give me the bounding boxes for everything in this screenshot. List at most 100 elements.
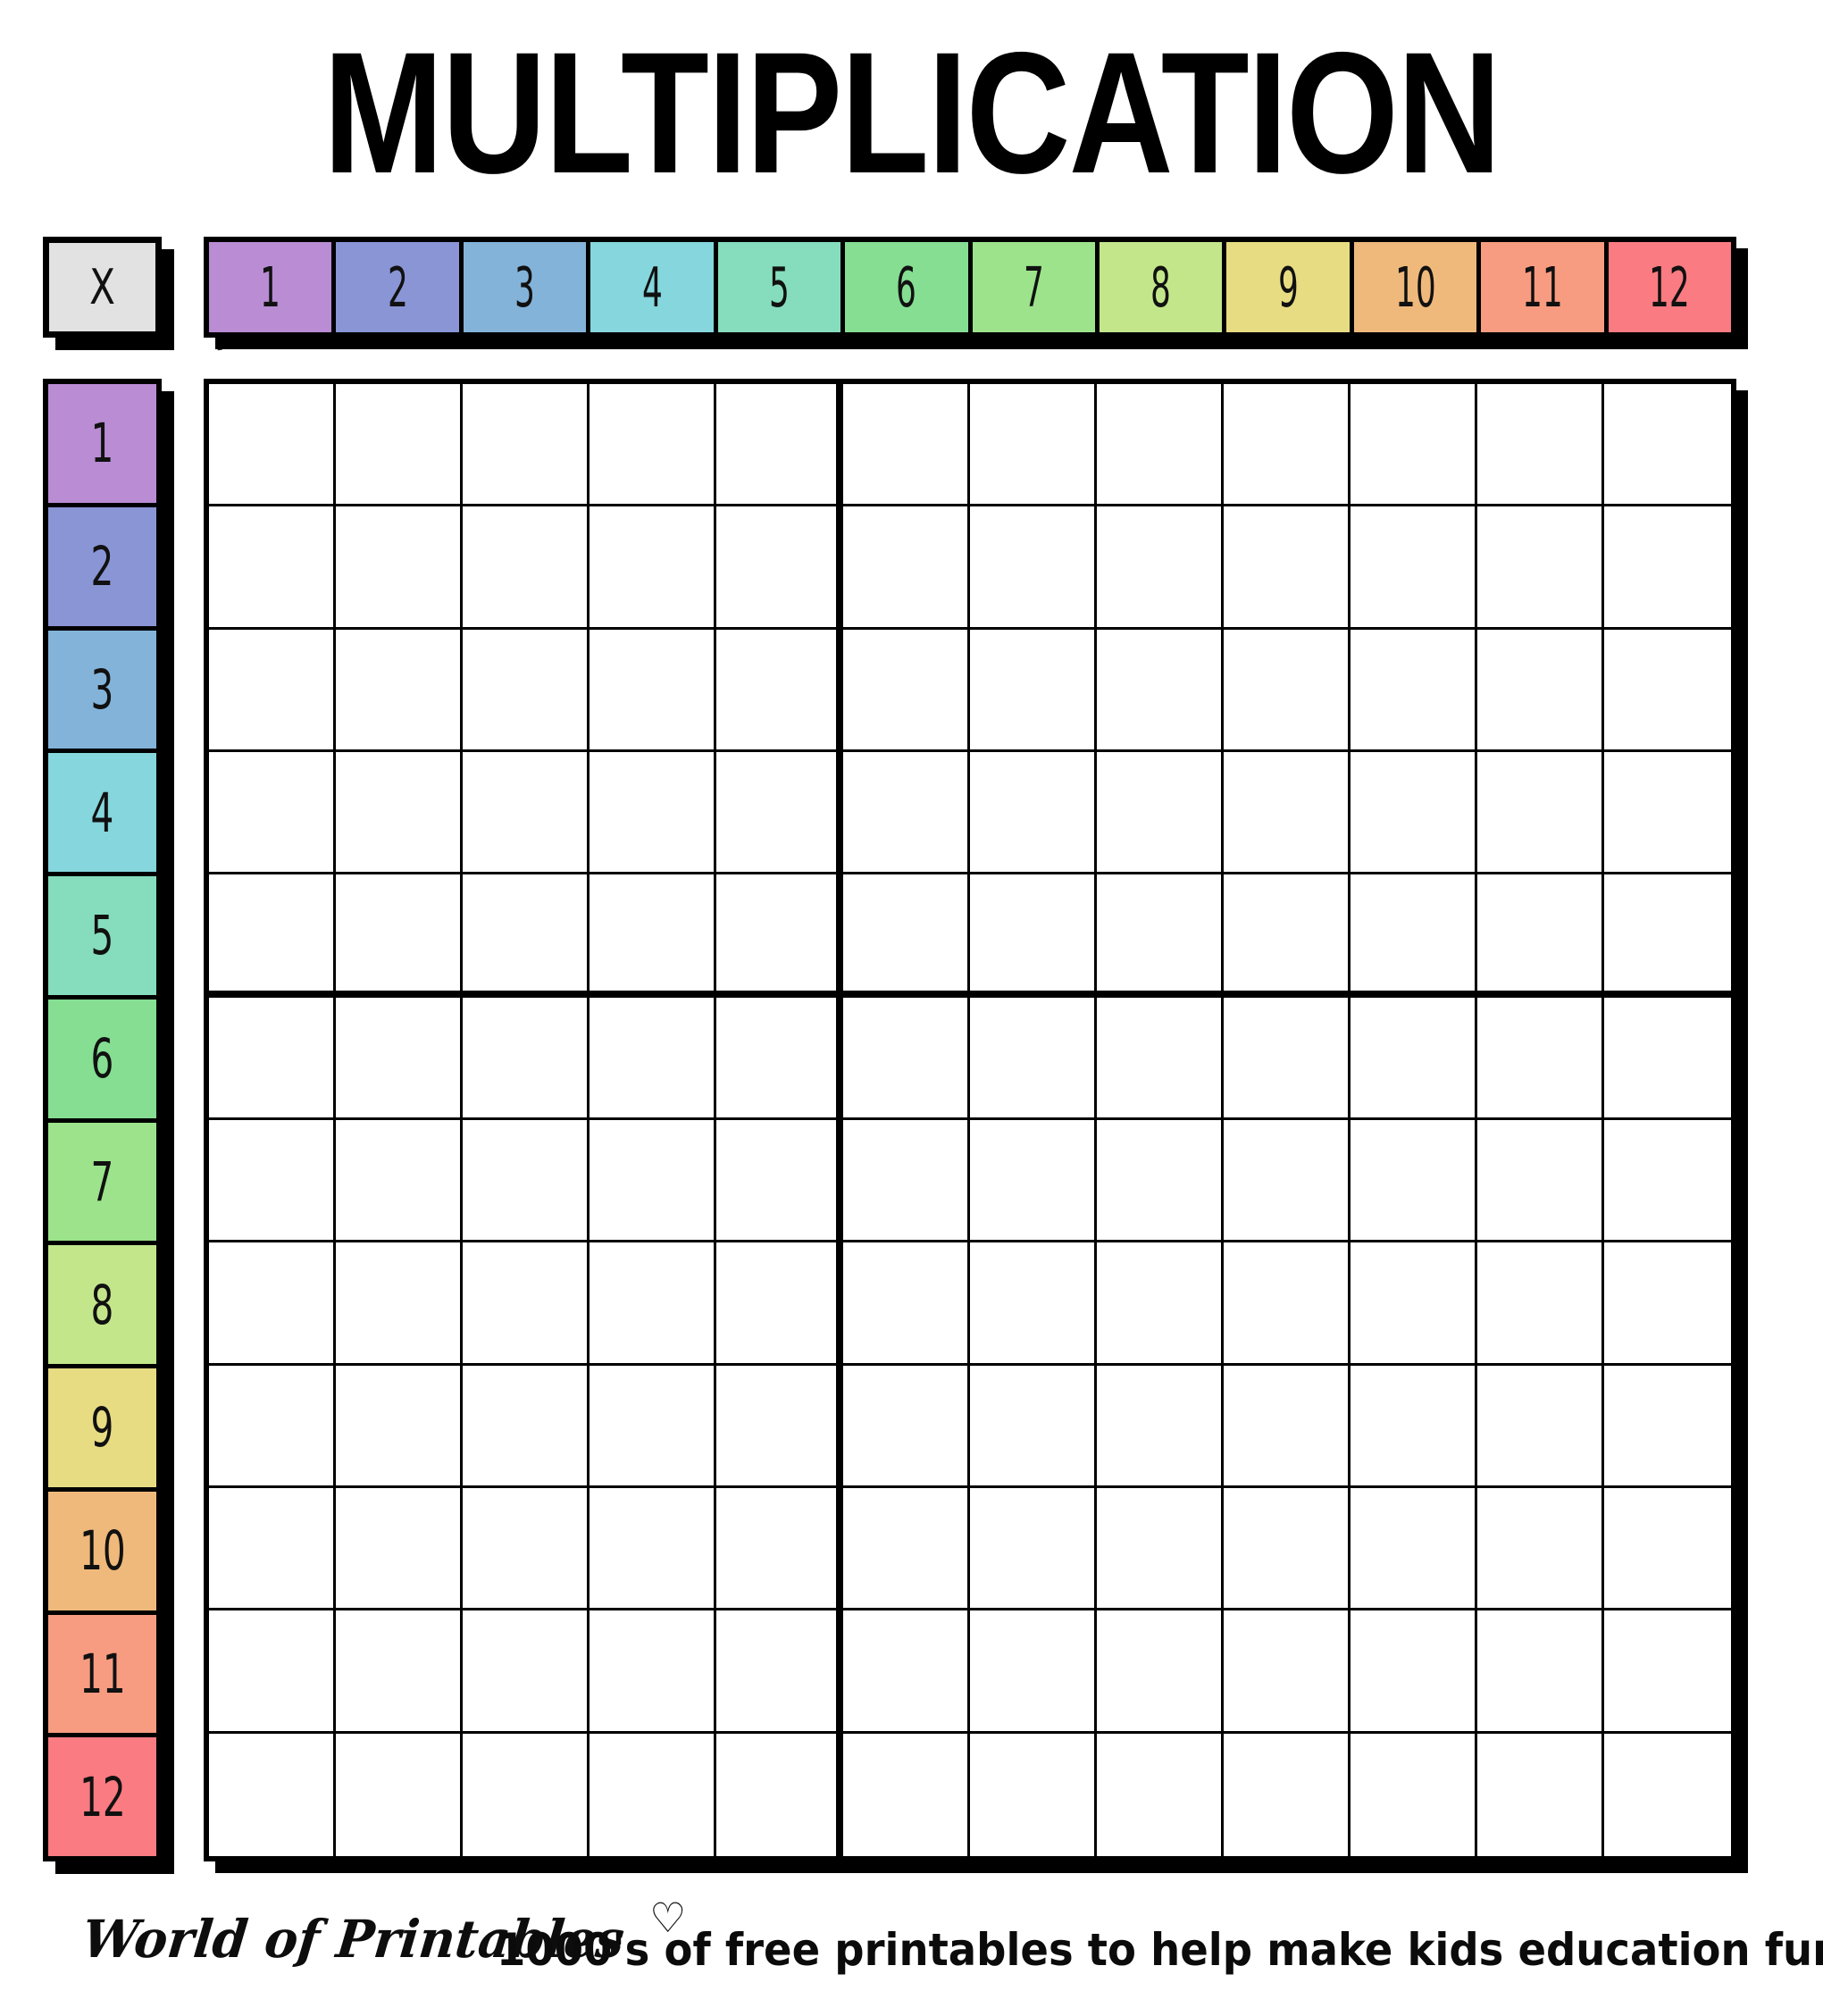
grid-cell[interactable]: [1224, 1365, 1351, 1488]
grid-cell[interactable]: [336, 1365, 463, 1488]
grid-cell[interactable]: [336, 506, 463, 630]
grid-cell[interactable]: [463, 1610, 590, 1734]
grid-cell[interactable]: [843, 384, 970, 507]
grid-cell[interactable]: [1351, 1610, 1477, 1734]
grid-cell[interactable]: [1097, 997, 1224, 1120]
grid-cell[interactable]: [209, 629, 336, 752]
grid-cell[interactable]: [209, 1733, 336, 1856]
grid-cell[interactable]: [590, 1365, 716, 1488]
grid-cell[interactable]: [209, 751, 336, 875]
grid-cell[interactable]: [1477, 1733, 1604, 1856]
grid-cell[interactable]: [1351, 1733, 1477, 1856]
grid-cell[interactable]: [1351, 874, 1477, 998]
grid-cell[interactable]: [716, 1365, 843, 1488]
grid-cell[interactable]: [336, 629, 463, 752]
grid-cell[interactable]: [1604, 1242, 1731, 1366]
grid-cell[interactable]: [590, 874, 716, 998]
grid-cell[interactable]: [590, 1487, 716, 1611]
grid-cell[interactable]: [463, 1733, 590, 1856]
grid-cell[interactable]: [590, 1610, 716, 1734]
grid-cell[interactable]: [463, 997, 590, 1120]
grid-cell[interactable]: [716, 1119, 843, 1243]
grid-cell[interactable]: [1224, 874, 1351, 998]
grid-cell[interactable]: [970, 1365, 1097, 1488]
grid-cell[interactable]: [463, 874, 590, 998]
grid-cell[interactable]: [209, 506, 336, 630]
grid-cell[interactable]: [716, 1487, 843, 1611]
grid-cell[interactable]: [1097, 751, 1224, 875]
grid-cell[interactable]: [1477, 1119, 1604, 1243]
grid-cell[interactable]: [209, 1119, 336, 1243]
grid-cell[interactable]: [1351, 997, 1477, 1120]
grid-cell[interactable]: [1097, 1119, 1224, 1243]
grid-cell[interactable]: [209, 1610, 336, 1734]
grid-cell[interactable]: [970, 874, 1097, 998]
grid-cell[interactable]: [1224, 1242, 1351, 1366]
grid-cell[interactable]: [1604, 1610, 1731, 1734]
grid-cell[interactable]: [463, 629, 590, 752]
grid-cell[interactable]: [1604, 1119, 1731, 1243]
grid-cell[interactable]: [1604, 874, 1731, 998]
grid-cell[interactable]: [970, 629, 1097, 752]
grid-cell[interactable]: [843, 629, 970, 752]
grid-cell[interactable]: [463, 384, 590, 507]
grid-cell[interactable]: [843, 1119, 970, 1243]
grid-cell[interactable]: [1097, 1242, 1224, 1366]
grid-cell[interactable]: [843, 1733, 970, 1856]
grid-cell[interactable]: [970, 997, 1097, 1120]
grid-cell[interactable]: [209, 1487, 336, 1611]
grid-cell[interactable]: [1604, 506, 1731, 630]
grid-cell[interactable]: [1351, 384, 1477, 507]
grid-cell[interactable]: [1224, 384, 1351, 507]
grid-cell[interactable]: [1097, 1610, 1224, 1734]
grid-cell[interactable]: [970, 1733, 1097, 1856]
grid-cell[interactable]: [1604, 1733, 1731, 1856]
grid-cell[interactable]: [1477, 1242, 1604, 1366]
grid-cell[interactable]: [209, 1365, 336, 1488]
grid-cell[interactable]: [1477, 384, 1604, 507]
grid-cell[interactable]: [1224, 629, 1351, 752]
grid-cell[interactable]: [463, 1119, 590, 1243]
grid-cell[interactable]: [1224, 1733, 1351, 1856]
grid-cell[interactable]: [1224, 1487, 1351, 1611]
grid-cell[interactable]: [1097, 1487, 1224, 1611]
grid-cell[interactable]: [1097, 1365, 1224, 1488]
grid-cell[interactable]: [336, 1119, 463, 1243]
grid-cell[interactable]: [1604, 629, 1731, 752]
grid-cell[interactable]: [1351, 1242, 1477, 1366]
grid-cell[interactable]: [463, 751, 590, 875]
grid-cell[interactable]: [1477, 1365, 1604, 1488]
grid-cell[interactable]: [1224, 997, 1351, 1120]
grid-cell[interactable]: [1097, 1733, 1224, 1856]
grid-cell[interactable]: [716, 1733, 843, 1856]
grid-cell[interactable]: [590, 629, 716, 752]
multiplication-grid[interactable]: [204, 379, 1736, 1861]
grid-cell[interactable]: [970, 384, 1097, 507]
grid-cell[interactable]: [970, 1610, 1097, 1734]
grid-cell[interactable]: [590, 751, 716, 875]
grid-cell[interactable]: [843, 1610, 970, 1734]
grid-cell[interactable]: [463, 1487, 590, 1611]
grid-cell[interactable]: [590, 1733, 716, 1856]
grid-cell[interactable]: [716, 506, 843, 630]
grid-cell[interactable]: [1097, 384, 1224, 507]
grid-cell[interactable]: [1097, 506, 1224, 630]
grid-cell[interactable]: [716, 1242, 843, 1366]
grid-cell[interactable]: [716, 629, 843, 752]
grid-cell[interactable]: [1351, 1487, 1477, 1611]
grid-cell[interactable]: [463, 1365, 590, 1488]
grid-cell[interactable]: [1224, 506, 1351, 630]
grid-cell[interactable]: [970, 506, 1097, 630]
grid-cell[interactable]: [209, 874, 336, 998]
grid-cell[interactable]: [843, 1365, 970, 1488]
grid-cell[interactable]: [1097, 629, 1224, 752]
grid-cell[interactable]: [843, 997, 970, 1120]
grid-cell[interactable]: [1604, 997, 1731, 1120]
grid-cell[interactable]: [1604, 751, 1731, 875]
grid-cell[interactable]: [590, 384, 716, 507]
grid-cell[interactable]: [970, 1242, 1097, 1366]
grid-cell[interactable]: [1477, 751, 1604, 875]
grid-cell[interactable]: [1604, 384, 1731, 507]
grid-cell[interactable]: [1351, 1119, 1477, 1243]
grid-cell[interactable]: [590, 506, 716, 630]
